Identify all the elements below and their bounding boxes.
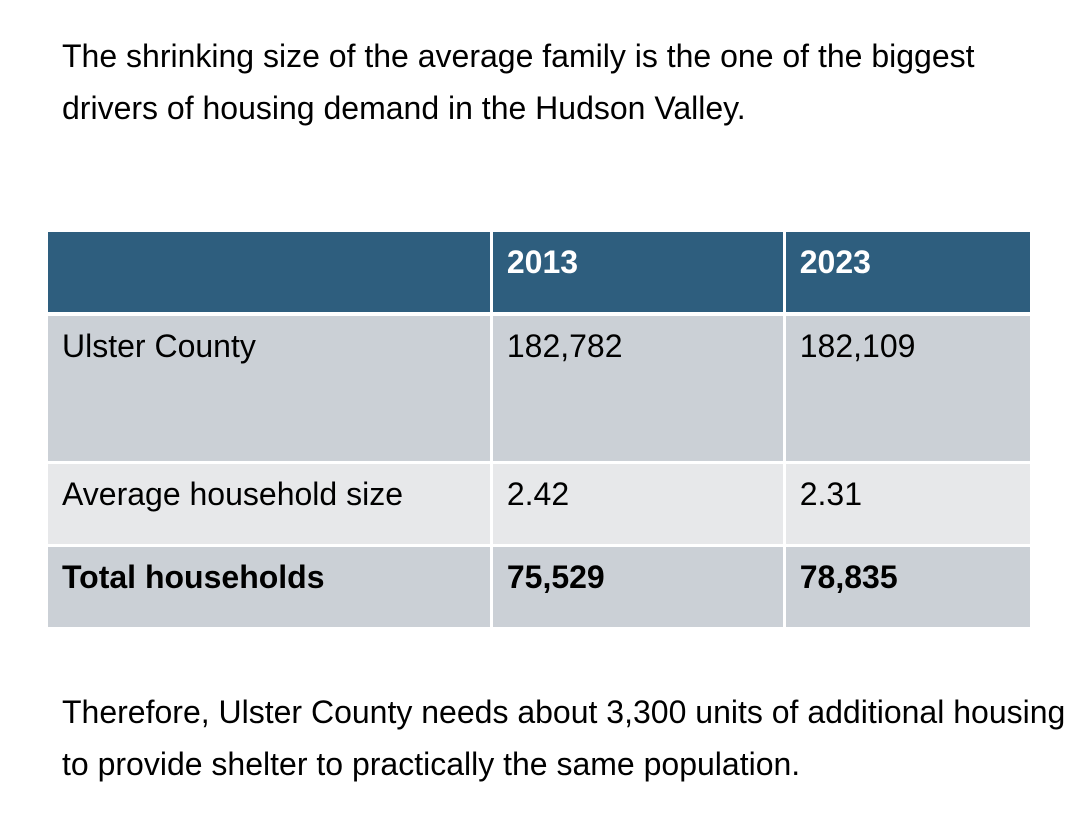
cell-2013: 75,529 — [489, 544, 785, 627]
cell-2013: 2.42 — [489, 461, 785, 546]
cell-2023: 2.31 — [782, 461, 1030, 546]
table-row-average-household-size: Average household size 2.42 2.31 — [48, 461, 1030, 546]
cell-2023: 78,835 — [782, 544, 1030, 627]
cell-2023: 182,109 — [782, 312, 1030, 463]
row-label: Ulster County — [48, 312, 492, 463]
row-label: Average household size — [48, 461, 492, 546]
table-row-total-households: Total households 75,529 78,835 — [48, 544, 1030, 627]
conclusion-paragraph: Therefore, Ulster County needs about 3,3… — [62, 694, 1066, 782]
table-row-ulster-county: Ulster County 182,782 182,109 — [48, 312, 1030, 463]
header-cell-label — [48, 232, 492, 314]
cell-2013: 182,782 — [489, 312, 785, 463]
row-label: Total households — [48, 544, 492, 627]
intro-paragraph: The shrinking size of the average family… — [62, 38, 975, 126]
header-cell-2023: 2023 — [782, 232, 1030, 314]
header-cell-2013: 2013 — [489, 232, 785, 314]
table-header-row: 2013 2023 — [48, 232, 1030, 314]
household-table: 2013 2023 Ulster County 182,782 182,109 … — [48, 232, 1030, 627]
